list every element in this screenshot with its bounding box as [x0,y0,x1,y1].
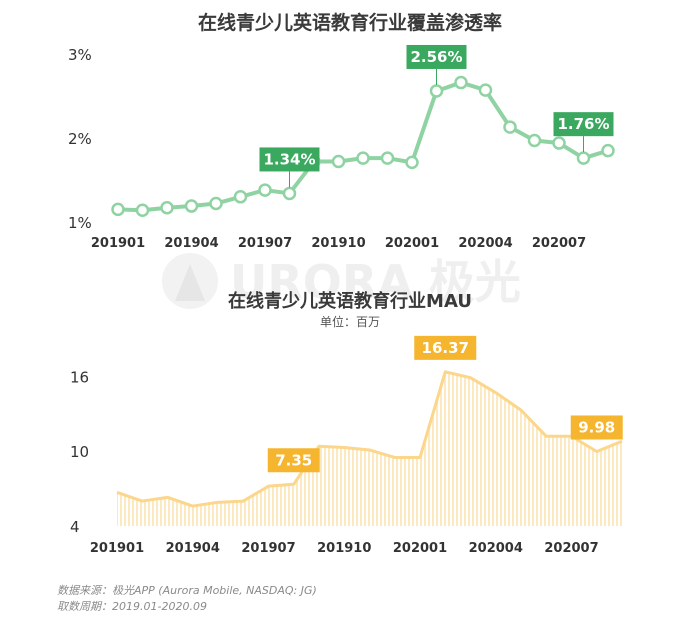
mau-chart-title: 在线青少儿英语教育行业MAU [228,291,472,312]
coverage-data-label: 1.76% [553,112,614,153]
coverage-data-point [503,120,517,134]
mau-data-label: 7.35 [267,448,320,473]
svg-text:7.35: 7.35 [275,451,312,469]
coverage-xtick-label: 202007 [532,236,586,251]
coverage-data-point [454,75,468,90]
coverage-data-point [135,203,150,217]
mau-data-label: 16.37 [414,335,477,360]
coverage-xtick-label: 201910 [311,236,365,251]
data-source-note: 数据来源：极光APP (Aurora Mobile, NASDAQ: JG) [57,584,317,597]
mau-xtick-label: 201904 [166,541,220,556]
svg-text:1.76%: 1.76% [557,115,609,133]
svg-text:2.56%: 2.56% [410,48,462,66]
coverage-data-point [233,190,248,204]
coverage-data-point [552,136,566,150]
watermark-text: URORA 极光 [230,255,521,309]
coverage-line-chart: 1% 2% 3% 201901 201904 201907 201910 202001 202… [68,44,615,251]
coverage-ytick-label: 3% [68,46,92,64]
mau-xtick-label: 202004 [469,541,523,556]
mau-xtick-label: 202001 [393,541,447,556]
coverage-data-point [478,83,493,97]
mau-series-area [117,371,622,526]
coverage-data-point [258,183,272,197]
coverage-data-point [601,143,615,158]
coverage-data-point [405,155,419,170]
svg-text:9.98: 9.98 [578,418,615,436]
svg-text:1.34%: 1.34% [263,150,315,168]
coverage-data-label: 1.34% [259,147,320,188]
coverage-data-point [160,200,174,215]
mau-data-label: 9.98 [570,415,623,440]
coverage-xtick-label: 201901 [91,236,145,251]
mau-area-chart: 4 10 16 201901 201904 201907 201910 202001 2020… [70,335,623,556]
coverage-data-point [527,133,542,148]
coverage-xtick-label: 201907 [238,236,292,251]
coverage-data-point [576,151,591,165]
coverage-data-point [282,186,297,201]
mau-ytick-label: 10 [70,443,89,461]
coverage-data-point [429,84,444,98]
coverage-chart-title: 在线青少儿英语教育行业覆盖渗透率 [197,12,502,34]
coverage-xtick-label: 202004 [458,236,512,251]
coverage-data-label: 2.56% [406,44,467,85]
coverage-data-point [184,199,199,213]
aurora-watermark-logo: URORA 极光 [162,253,521,309]
mau-xtick-label: 201910 [317,541,371,556]
coverage-xtick-label: 201904 [164,236,218,251]
coverage-ytick-label: 2% [68,130,92,148]
mau-ytick-label: 16 [70,368,89,386]
coverage-ytick-label: 1% [68,214,92,232]
coverage-data-point [356,151,370,165]
mau-xtick-label: 202007 [544,541,598,556]
coverage-data-point [209,196,223,211]
coverage-data-point [380,151,395,165]
mau-xtick-label: 201907 [241,541,295,556]
svg-text:16.37: 16.37 [422,339,469,357]
mau-xtick-label: 201901 [90,541,144,556]
data-period-note: 取数周期：2019.01-2020.09 [57,600,207,613]
coverage-data-point [331,154,346,169]
coverage-data-point [111,202,125,217]
mau-ytick-label: 4 [70,518,80,536]
mau-series-line [116,370,623,508]
mau-unit-label: 单位：百万 [319,315,380,329]
coverage-xtick-label: 202001 [385,236,439,251]
